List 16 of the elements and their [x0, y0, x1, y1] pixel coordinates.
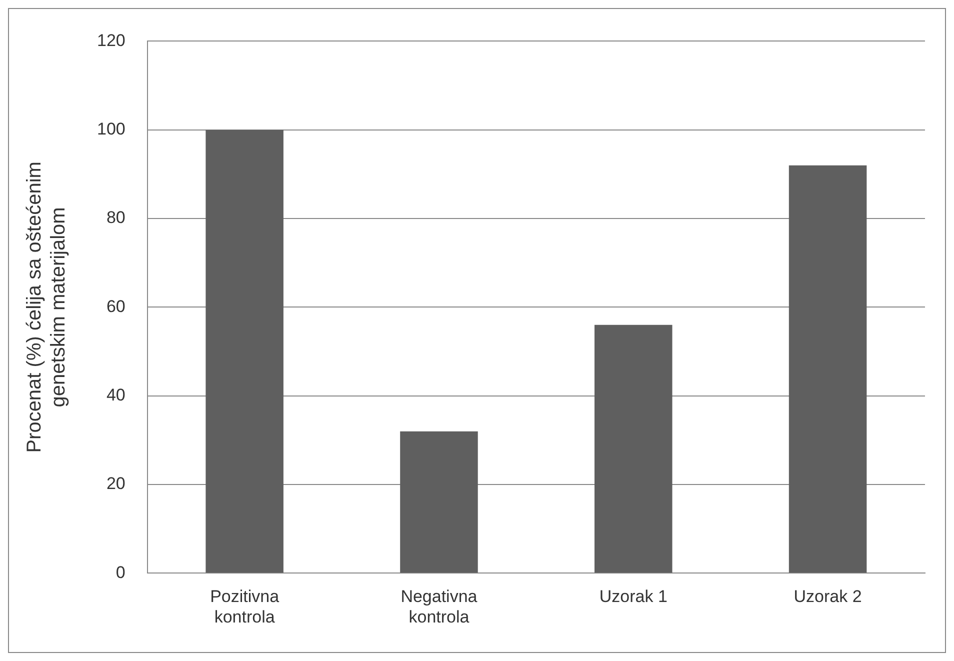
y-tick-label: 120	[96, 30, 126, 50]
x-tick-label: Uzorak 2	[794, 587, 862, 606]
bar	[400, 431, 478, 573]
y-tick-label: 60	[106, 296, 126, 316]
y-tick-label: 100	[96, 120, 126, 139]
x-tick-label: Negativna kontrola	[400, 587, 478, 626]
y-tick-label: 0	[116, 562, 126, 582]
bar	[594, 324, 672, 573]
y-tick-label: 20	[106, 474, 126, 494]
y-tick-label: 40	[106, 386, 126, 405]
x-tick-label: Pozitivna kontrola	[210, 587, 280, 626]
x-tick-label: Uzorak 1	[599, 587, 668, 606]
bar	[206, 130, 284, 573]
bar	[788, 165, 867, 573]
y-tick-label: 80	[106, 208, 126, 228]
y-axis-title: Procenat (%) ćelija sa oštećenim genetskim materijalom	[24, 162, 70, 453]
